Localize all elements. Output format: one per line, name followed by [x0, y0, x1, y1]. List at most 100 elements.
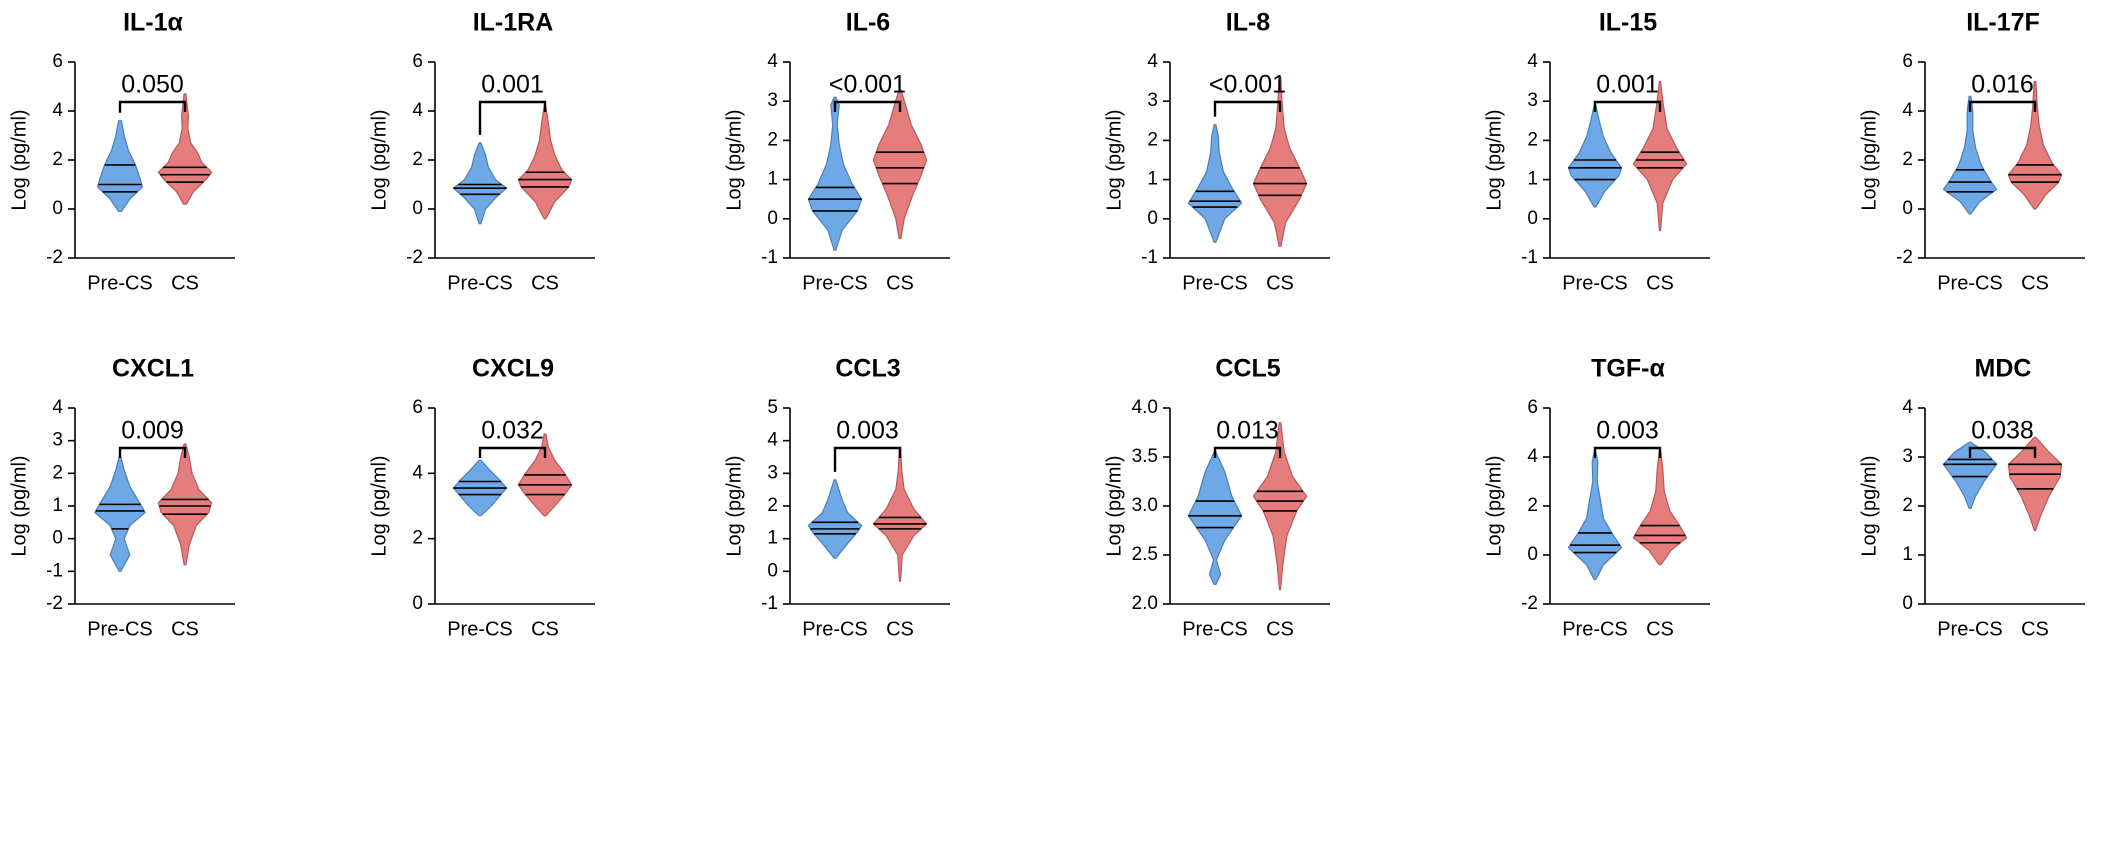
y-tick-label: 2.5: [1132, 544, 1158, 565]
x-category-label: CS: [1646, 272, 1674, 294]
x-category-label: Pre-CS: [447, 618, 513, 640]
p-value-label: 0.013: [1216, 417, 1279, 445]
y-tick-label: 3: [1902, 446, 1913, 467]
y-tick-label: 2: [412, 528, 423, 549]
y-tick-label: 5: [767, 397, 778, 418]
y-tick-label: -1: [761, 593, 778, 614]
p-value-label: 0.050: [121, 71, 184, 99]
x-category-label: Pre-CS: [1937, 272, 2003, 294]
violin-cs: [1632, 451, 1688, 566]
x-category-label: Pre-CS: [1937, 618, 2003, 640]
p-value-label: 0.001: [1596, 71, 1659, 99]
x-category-label: Pre-CS: [1182, 618, 1248, 640]
panel-title: IL-15: [1599, 9, 1657, 37]
panel-title: IL-8: [1226, 9, 1271, 37]
y-tick-label: 4: [1527, 446, 1538, 467]
y-tick-label: 3.0: [1132, 495, 1158, 516]
p-value-label: 0.001: [481, 71, 544, 99]
violin-cs: [1252, 77, 1308, 247]
y-tick-label: -1: [761, 247, 778, 268]
x-category-label: CS: [171, 272, 199, 294]
x-category-label: CS: [886, 618, 914, 640]
p-value-label: 0.003: [1596, 417, 1659, 445]
y-tick-label: -2: [46, 247, 63, 268]
violin-cs: [157, 443, 213, 566]
y-tick-label: 3: [767, 90, 778, 111]
y-tick-label: 2: [1902, 495, 1913, 516]
y-tick-label: 4: [52, 100, 63, 121]
x-category-label: CS: [171, 618, 199, 640]
y-axis-label: Log (pg/ml): [723, 109, 745, 210]
x-category-label: Pre-CS: [87, 272, 153, 294]
y-tick-label: 4: [767, 430, 778, 451]
y-tick-label: 0: [767, 208, 778, 229]
y-tick-label: 1: [1527, 169, 1538, 190]
significance-bracket: [118, 446, 187, 458]
chart-panel-10: CCL5 Log (pg/ml) 2.0 2.5 3.0 3.5 4.0 Pre-CS CS 0.…: [1103, 355, 1330, 640]
y-tick-label: 3.5: [1132, 446, 1158, 467]
y-axis-label: Log (pg/ml): [1483, 109, 1505, 210]
x-category-label: Pre-CS: [87, 618, 153, 640]
p-value-label: 0.003: [836, 417, 899, 445]
y-tick-label: 3: [1147, 90, 1158, 111]
significance-bracket: [118, 100, 187, 113]
y-tick-label: 3: [767, 462, 778, 483]
y-tick-label: 6: [52, 51, 63, 72]
x-category-label: Pre-CS: [447, 272, 513, 294]
violin-cs: [872, 446, 928, 582]
y-tick-label: 0: [1147, 208, 1158, 229]
violin-cs: [1252, 422, 1308, 590]
y-axis-label: Log (pg/ml): [1858, 109, 1880, 210]
significance-bracket: [833, 446, 902, 472]
y-tick-label: 2: [1902, 149, 1913, 170]
chart-panel-11: TGF-α Log (pg/ml) -2 0 2 4 6 Pre-CS CS 0.003: [1483, 355, 1710, 640]
y-tick-label: 3: [52, 430, 63, 451]
chart-panel-3: IL-6 Log (pg/ml) -1 0 1 2 3 4 Pre-CS CS <0.001: [723, 9, 950, 294]
p-value-label: 0.038: [1971, 417, 2034, 445]
x-category-label: CS: [1266, 618, 1294, 640]
y-tick-label: -2: [1896, 247, 1913, 268]
x-category-label: CS: [1266, 272, 1294, 294]
p-value-label: <0.001: [829, 71, 906, 99]
y-tick-label: 6: [412, 51, 423, 72]
violin-cs: [2007, 81, 2063, 210]
y-tick-label: 1: [767, 528, 778, 549]
panel-title: TGF-α: [1591, 355, 1665, 383]
y-tick-label: 2: [767, 495, 778, 516]
panel-title: CCL5: [1215, 355, 1280, 383]
violin-pre-cs: [1942, 95, 1998, 215]
x-category-label: Pre-CS: [1182, 272, 1248, 294]
chart-panel-12: MDC Log (pg/ml) 0 1 2 3 4 Pre-CS CS 0.038: [1858, 355, 2085, 640]
significance-bracket: [478, 446, 547, 458]
violin-cs: [2007, 436, 2063, 532]
violin-cs: [517, 105, 573, 220]
y-axis-label: Log (pg/ml): [1483, 455, 1505, 556]
y-tick-label: 4: [767, 51, 778, 72]
y-tick-label: 4: [1902, 100, 1913, 121]
significance-bracket: [1213, 100, 1282, 117]
chart-panel-7: CXCL1 Log (pg/ml) -2 -1 0 1 2 3 4 Pre-CS CS 0.009: [8, 355, 235, 640]
y-tick-label: 0: [52, 198, 63, 219]
p-value-label: <0.001: [1209, 71, 1286, 99]
p-value-label: 0.016: [1971, 71, 2034, 99]
panel-title: IL-1RA: [473, 9, 554, 37]
y-tick-label: 2: [52, 149, 63, 170]
y-tick-label: 1: [767, 169, 778, 190]
violin-pre-cs: [807, 96, 863, 251]
p-value-label: 0.009: [121, 417, 184, 445]
chart-panel-9: CCL3 Log (pg/ml) -1 0 1 2 3 4 5 Pre-CS CS 0.003: [723, 355, 950, 640]
y-axis-label: Log (pg/ml): [8, 455, 30, 556]
significance-bracket: [1968, 446, 2037, 458]
chart-panel-4: IL-8 Log (pg/ml) -1 0 1 2 3 4 Pre-CS CS <0.001: [1103, 9, 1330, 294]
violin-pre-cs: [1567, 104, 1623, 208]
y-axis-label: Log (pg/ml): [1103, 455, 1125, 556]
violin-pre-cs: [94, 456, 146, 572]
panel-title: IL-17F: [1966, 9, 2040, 37]
chart-panel-8: CXCL9 Log (pg/ml) 0 2 4 6 Pre-CS CS 0.032: [368, 355, 595, 640]
x-category-label: Pre-CS: [802, 618, 868, 640]
y-tick-label: 4: [412, 462, 423, 483]
violin-pre-cs: [1187, 451, 1243, 585]
panel-title: CXCL9: [472, 355, 554, 383]
chart-panel-2: IL-1RA Log (pg/ml) -2 0 2 4 6 Pre-CS CS 0.001: [368, 9, 595, 294]
